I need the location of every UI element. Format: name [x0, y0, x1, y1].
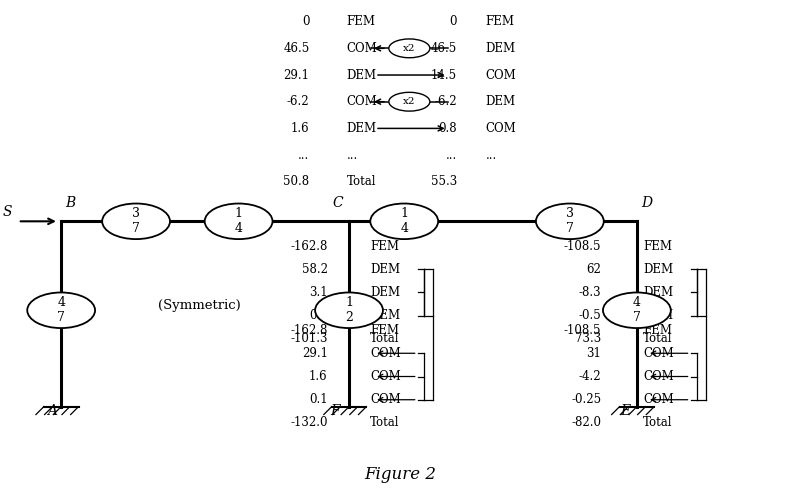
- Ellipse shape: [102, 204, 170, 239]
- Text: F: F: [330, 404, 340, 418]
- Text: COM: COM: [370, 347, 401, 360]
- Text: 0.2: 0.2: [309, 309, 328, 322]
- Text: A: A: [47, 404, 57, 418]
- Text: 14.5: 14.5: [431, 69, 457, 82]
- Text: -101.3: -101.3: [291, 332, 328, 345]
- Text: Total: Total: [370, 332, 400, 345]
- Text: COM: COM: [643, 393, 674, 406]
- Text: -6.2: -6.2: [435, 95, 457, 108]
- Text: FEM: FEM: [346, 15, 376, 28]
- Text: 0: 0: [302, 15, 310, 28]
- Text: 46.5: 46.5: [431, 42, 457, 55]
- Text: Total: Total: [643, 332, 673, 345]
- Text: 0.8: 0.8: [439, 122, 457, 135]
- Text: ...: ...: [486, 149, 497, 162]
- Text: DEM: DEM: [370, 286, 400, 299]
- Text: 4
7: 4 7: [57, 296, 65, 324]
- Text: COM: COM: [643, 370, 674, 383]
- Text: DEM: DEM: [346, 122, 377, 135]
- Text: 0: 0: [450, 15, 457, 28]
- Text: COM: COM: [486, 69, 517, 82]
- Ellipse shape: [205, 204, 272, 239]
- Text: x2: x2: [403, 44, 416, 53]
- Text: COM: COM: [346, 95, 377, 108]
- Text: ...: ...: [446, 149, 457, 162]
- Text: x2: x2: [403, 97, 416, 106]
- Text: COM: COM: [370, 393, 401, 406]
- Text: -162.8: -162.8: [291, 324, 328, 336]
- Text: -8.3: -8.3: [579, 286, 602, 299]
- Text: -132.0: -132.0: [291, 416, 328, 429]
- Text: -162.8: -162.8: [291, 240, 328, 252]
- Text: B: B: [65, 196, 76, 210]
- Text: DEM: DEM: [370, 263, 400, 276]
- Text: 58.2: 58.2: [302, 263, 328, 276]
- Ellipse shape: [315, 293, 383, 328]
- Text: FEM: FEM: [486, 15, 514, 28]
- Text: FEM: FEM: [643, 240, 672, 252]
- Text: -108.5: -108.5: [564, 240, 602, 252]
- Text: Total: Total: [346, 175, 377, 188]
- Text: ...: ...: [298, 149, 310, 162]
- Text: DEM: DEM: [370, 309, 400, 322]
- Text: 1.6: 1.6: [309, 370, 328, 383]
- Text: COM: COM: [346, 42, 377, 55]
- Text: COM: COM: [643, 347, 674, 360]
- Ellipse shape: [370, 204, 438, 239]
- Text: Total: Total: [643, 416, 673, 429]
- Ellipse shape: [603, 293, 671, 328]
- Text: 62: 62: [587, 263, 602, 276]
- Text: FEM: FEM: [370, 324, 400, 336]
- Text: -82.0: -82.0: [572, 416, 602, 429]
- Ellipse shape: [536, 204, 603, 239]
- Text: 29.1: 29.1: [302, 347, 328, 360]
- Text: DEM: DEM: [486, 95, 516, 108]
- Ellipse shape: [27, 293, 95, 328]
- Text: COM: COM: [370, 370, 401, 383]
- Text: D: D: [641, 196, 652, 210]
- Text: 3.1: 3.1: [309, 286, 328, 299]
- Text: 50.8: 50.8: [283, 175, 310, 188]
- Text: -0.25: -0.25: [572, 393, 602, 406]
- Text: 1.6: 1.6: [291, 122, 310, 135]
- Text: -108.5: -108.5: [564, 324, 602, 336]
- Text: -4.2: -4.2: [579, 370, 602, 383]
- Text: FEM: FEM: [370, 240, 400, 252]
- Text: DEM: DEM: [486, 42, 516, 55]
- Text: DEM: DEM: [643, 286, 673, 299]
- Text: (Symmetric): (Symmetric): [158, 299, 240, 312]
- Text: COM: COM: [486, 122, 517, 135]
- Text: -6.2: -6.2: [287, 95, 310, 108]
- Text: Figure 2: Figure 2: [365, 466, 436, 483]
- Text: ...: ...: [346, 149, 358, 162]
- Text: 73.3: 73.3: [576, 332, 602, 345]
- Text: 3
7: 3 7: [132, 207, 140, 235]
- Text: 3
7: 3 7: [566, 207, 574, 235]
- Text: Total: Total: [370, 416, 400, 429]
- Text: E: E: [620, 404, 630, 418]
- Text: S: S: [2, 205, 12, 219]
- Ellipse shape: [389, 39, 430, 58]
- Text: 1
2: 1 2: [345, 296, 353, 324]
- Text: 29.1: 29.1: [283, 69, 310, 82]
- Text: 46.5: 46.5: [283, 42, 310, 55]
- Text: FEM: FEM: [643, 324, 672, 336]
- Text: 55.3: 55.3: [431, 175, 457, 188]
- Text: 1
4: 1 4: [400, 207, 408, 235]
- Text: DEM: DEM: [643, 263, 673, 276]
- Text: 0.1: 0.1: [309, 393, 328, 406]
- Text: 4
7: 4 7: [633, 296, 641, 324]
- Text: C: C: [332, 196, 343, 210]
- Text: DEM: DEM: [643, 309, 673, 322]
- Text: 1
4: 1 4: [235, 207, 243, 235]
- Text: DEM: DEM: [346, 69, 377, 82]
- Text: -0.5: -0.5: [579, 309, 602, 322]
- Text: 31: 31: [587, 347, 602, 360]
- Ellipse shape: [389, 92, 430, 111]
